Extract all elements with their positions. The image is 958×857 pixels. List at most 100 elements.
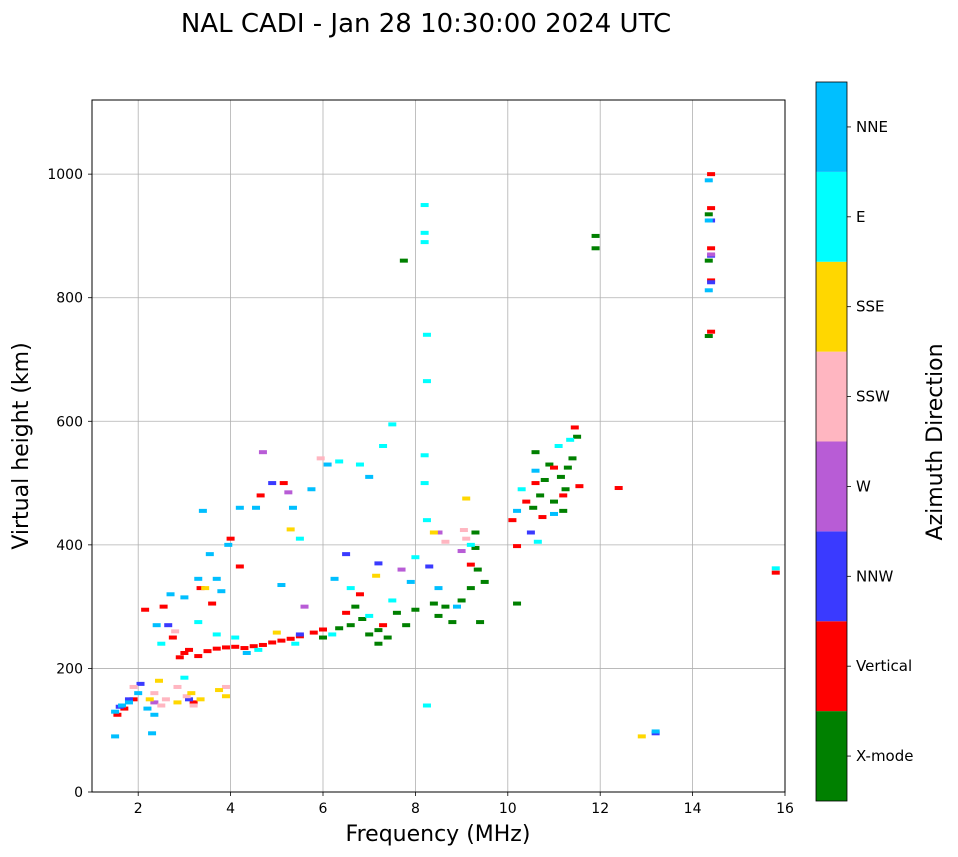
x-tick-label: 2 — [134, 801, 143, 817]
data-point-ssw — [173, 684, 182, 689]
data-point-nne — [531, 468, 540, 473]
data-point-x-mode — [335, 626, 344, 631]
colorbar-label: X-mode — [856, 747, 913, 765]
colorbar-segment — [816, 441, 847, 532]
x-tick-label: 14 — [684, 801, 702, 817]
data-point-e — [420, 240, 429, 245]
x-tick-label: 8 — [411, 801, 420, 817]
data-point-x-mode — [399, 258, 408, 263]
colorbar-label: NNE — [856, 118, 888, 136]
data-point-vertical — [268, 640, 277, 645]
data-point-e — [533, 539, 542, 544]
data-point-e — [180, 675, 189, 680]
data-point-nne — [205, 552, 214, 557]
data-point-x-mode — [480, 579, 489, 584]
data-point-vertical — [141, 607, 150, 612]
data-point-x-mode — [346, 623, 355, 628]
data-point-vertical — [531, 481, 540, 486]
data-point-nnw — [124, 697, 133, 702]
data-point-ssw — [171, 629, 180, 634]
data-point-vertical — [258, 642, 267, 647]
colorbar-segment — [816, 531, 847, 622]
data-point-e — [420, 481, 429, 486]
data-point-x-mode — [513, 601, 522, 606]
colorbar-frame — [815, 81, 848, 802]
data-point-x-mode — [540, 477, 549, 482]
data-point-vertical — [309, 630, 318, 635]
data-point-ssw — [316, 456, 325, 461]
data-point-x-mode — [550, 499, 558, 504]
data-point-w — [150, 700, 159, 705]
data-point-x-mode — [704, 212, 713, 217]
data-point-e — [771, 566, 780, 571]
data-point-nne — [150, 712, 159, 717]
data-point-nne — [111, 709, 120, 714]
data-point-e — [328, 632, 337, 637]
data-point-nnw — [295, 632, 304, 637]
data-point-e — [554, 444, 563, 448]
data-point-x-mode — [392, 610, 401, 615]
data-point-w — [284, 490, 293, 495]
data-point-e — [355, 462, 364, 467]
data-point-vertical — [466, 562, 475, 567]
data-point-w — [300, 604, 309, 609]
data-point-nnw — [164, 623, 173, 628]
data-point-nne — [217, 589, 226, 594]
data-point-x-mode — [591, 246, 600, 251]
colorbar-segment — [816, 261, 847, 352]
y-tick-label: 200 — [56, 661, 83, 677]
data-point-sse — [462, 496, 471, 501]
data-point-e — [466, 542, 475, 547]
data-point-vertical — [194, 654, 203, 659]
data-point-e — [365, 613, 374, 618]
x-tick-label: 12 — [591, 801, 609, 817]
data-point-ssw — [221, 684, 230, 689]
data-point-e — [422, 379, 431, 384]
data-point-sse — [187, 691, 196, 696]
data-point-nne — [134, 691, 143, 696]
data-point-nne — [550, 511, 558, 516]
data-point-ssw — [189, 703, 198, 708]
data-point-w — [258, 450, 267, 455]
data-point-vertical — [185, 647, 194, 652]
data-point-vertical — [256, 493, 265, 498]
data-point-ssw — [459, 528, 468, 533]
data-point-vertical — [196, 586, 205, 591]
data-point-nne — [365, 474, 374, 479]
data-point-e — [566, 437, 575, 442]
data-point-e — [291, 641, 300, 646]
data-point-vertical — [180, 650, 189, 655]
data-point-nnw — [185, 697, 194, 702]
data-point-nne — [118, 703, 127, 708]
data-point-vertical — [212, 646, 221, 651]
data-point-x-mode — [365, 632, 374, 637]
colorbar-segment — [816, 711, 847, 801]
y-tick-label: 800 — [56, 291, 83, 307]
data-point-e — [295, 536, 304, 541]
data-point-vertical — [538, 515, 547, 520]
data-point-e — [194, 620, 203, 625]
data-point-x-mode — [473, 567, 482, 572]
data-point-e — [254, 647, 263, 652]
data-point-sse — [154, 678, 163, 683]
data-point-x-mode — [704, 334, 713, 339]
data-point-e — [411, 555, 420, 560]
colorbar-segment — [816, 82, 847, 172]
data-point-e — [212, 632, 221, 637]
data-point-vertical — [550, 465, 558, 470]
data-point-x-mode — [559, 508, 568, 513]
data-point-x-mode — [573, 434, 582, 439]
data-point-e — [420, 230, 429, 235]
data-point-x-mode — [434, 613, 443, 618]
data-point-e — [335, 459, 344, 464]
plot-frame — [91, 99, 786, 793]
colorbar: X-mode Vertical NNW W SSW SSE E NNE — [815, 81, 913, 802]
data-point-nne — [288, 505, 297, 510]
data-point-vertical — [113, 712, 122, 717]
data-point-vertical — [279, 481, 288, 486]
data-point-nnw — [268, 481, 277, 486]
data-point-sse — [272, 630, 281, 635]
x-tick-label: 16 — [776, 801, 794, 817]
data-point-nne — [513, 508, 522, 513]
